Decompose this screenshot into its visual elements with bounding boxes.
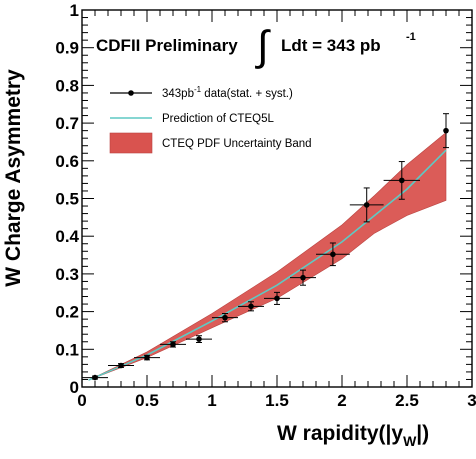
legend-band-swatch [109,132,153,154]
x-tick-label: 0.5 [135,391,159,410]
legend-label-prediction: Prediction of CTEQ5L [162,113,274,125]
data-marker [196,336,202,342]
x-axis-label-suffix: |) [416,422,429,445]
axis-ticks-layer [81,9,473,388]
x-tick-label: 0 [77,391,86,410]
tick-labels-layer: 0 0.5 1 1.5 2 2.5 3 0 0.1 0.2 0.3 0.4 0.5 0.6 0.7 0.8 0.… [55,1,476,410]
uncertainty-band [88,131,447,381]
data-point-7 [238,301,264,312]
data-point-2 [108,362,134,369]
y-tick-label: 0.1 [55,340,79,359]
x-tick-label: 2 [337,391,346,410]
legend-data-marker [128,90,134,96]
data-marker [248,303,254,310]
y-tick-label: 0.4 [55,227,79,246]
data-marker [170,341,176,348]
data-marker [144,354,150,361]
data-marker [363,202,370,208]
y-tick-label: 0.6 [55,152,79,171]
data-point-1 [82,374,108,381]
y-tick-label: 1 [70,1,79,20]
data-point-12 [383,161,420,200]
data-marker [92,374,98,381]
uncertainty-band-layer [88,131,447,381]
data-point-3 [134,354,160,361]
y-tick-label: 0.9 [55,39,79,58]
annotation-luminosity: Ldt = 343 pb [281,36,381,55]
y-tick-label: 0.7 [55,114,79,133]
data-point-13 [443,113,449,149]
x-tick-label: 1.5 [265,391,289,410]
integral-symbol: ∫ [255,22,271,69]
data-marker [300,274,306,281]
y-axis-label: W Charge Asymmetry [2,69,25,287]
data-point-9 [290,269,316,286]
x-axis-label-main: W rapidity(|y [277,422,403,445]
y-tick-label: 0.8 [55,76,79,95]
legend-label-band: CTEQ PDF Uncertainty Band [162,138,312,150]
x-axis-label-subscript: W [403,433,417,449]
data-point-8 [264,291,290,305]
x-axis-label: W rapidity(|yW|) [277,422,429,449]
data-point-10 [316,242,350,267]
y-tick-label: 0.3 [55,265,79,284]
y-tick-label: 0.5 [55,190,79,209]
data-marker [399,177,405,184]
x-tick-label: 3 [467,391,476,410]
data-marker [118,362,124,369]
x-tick-label: 1 [207,391,216,410]
data-point-6 [212,312,238,323]
data-point-4 [160,341,186,348]
y-tick-label: 0 [70,378,79,397]
legend-label-data: 343pb-1 data(stat. + syst.) [162,85,293,100]
x-tick-label: 2.5 [395,391,419,410]
data-point-11 [349,187,384,223]
legend: 343pb-1 data(stat. + syst.) Prediction of… [109,85,312,154]
annotation-prefix: CDFII Preliminary [96,36,238,55]
data-marker [274,295,280,302]
data-marker [443,127,449,134]
data-point-5 [186,335,212,344]
data-marker [222,314,228,321]
y-tick-label: 0.2 [55,303,79,322]
annotation-superscript: -1 [406,31,416,43]
data-marker [330,251,336,258]
data-points-layer [82,113,449,381]
